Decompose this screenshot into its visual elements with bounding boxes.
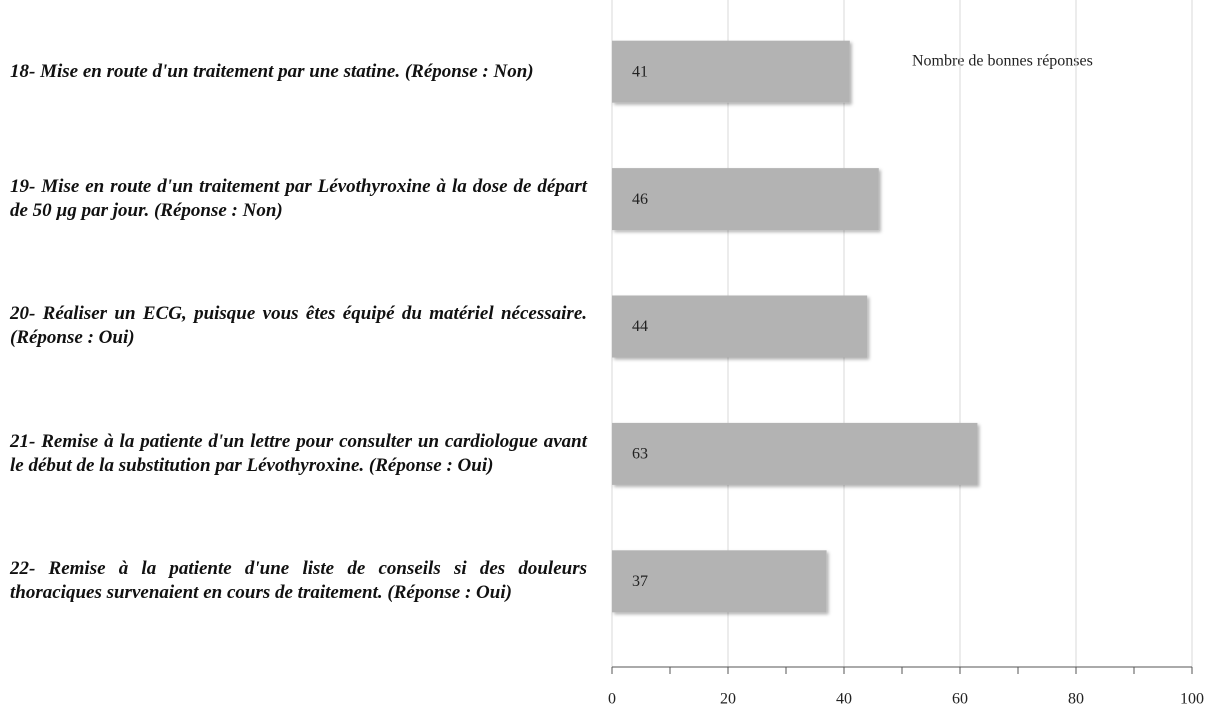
x-tick-label: 20 — [720, 691, 736, 708]
data-label: 63 — [632, 446, 648, 463]
bar — [612, 550, 827, 613]
x-tick-label: 80 — [1068, 691, 1084, 708]
bar — [612, 40, 850, 103]
question-label: 18- Mise en route d'un traitement par un… — [10, 8, 587, 135]
question-text: 21- Remise à la patiente d'un lettre pou… — [10, 430, 587, 476]
data-label: 41 — [632, 63, 648, 80]
x-tick-label: 60 — [952, 691, 968, 708]
x-tick-label: 0 — [608, 691, 616, 708]
bar — [612, 422, 978, 485]
data-label: 37 — [632, 573, 648, 590]
question-label: 22- Remise à la patiente d'une liste de … — [10, 518, 587, 645]
question-label: 21- Remise à la patiente d'un lettre pou… — [10, 390, 587, 517]
bar — [612, 168, 879, 231]
question-text: 22- Remise à la patiente d'une liste de … — [10, 558, 587, 604]
annotation: Nombre de bonnes réponses — [912, 53, 1093, 70]
data-label: 46 — [632, 191, 648, 208]
bar — [612, 295, 868, 358]
question-label: 20- Réaliser un ECG, puisque vous êtes é… — [10, 263, 587, 390]
x-tick-label: 100 — [1180, 691, 1204, 708]
x-tick-label: 40 — [836, 691, 852, 708]
question-text: 20- Réaliser un ECG, puisque vous êtes é… — [10, 303, 587, 349]
question-text: 19- Mise en route d'un traitement par Lé… — [10, 176, 587, 222]
question-text: 18- Mise en route d'un traitement par un… — [10, 60, 534, 82]
question-label: 19- Mise en route d'un traitement par Lé… — [10, 135, 587, 262]
data-label: 44 — [632, 318, 648, 335]
